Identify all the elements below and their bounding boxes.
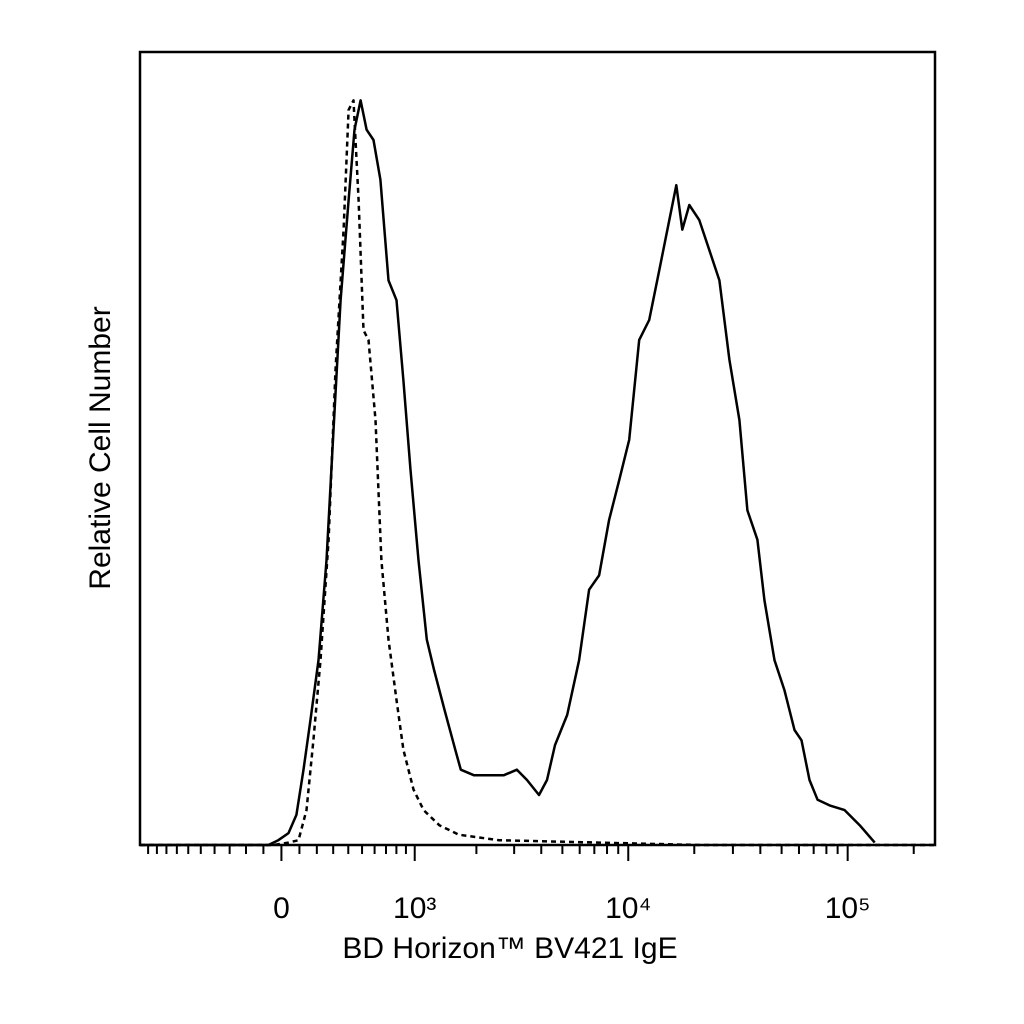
x-axis-label: BD Horizon™ BV421 IgE bbox=[342, 932, 677, 965]
x-tick-label: 10⁵ bbox=[825, 892, 871, 925]
histogram-line bbox=[140, 99, 876, 847]
plot-frame bbox=[138, 50, 937, 847]
x-tick-label: 10³ bbox=[393, 892, 436, 925]
x-tick-label: 0 bbox=[273, 892, 290, 925]
histogram-line bbox=[140, 99, 935, 847]
x-tick-label: 10⁴ bbox=[605, 892, 651, 925]
y-axis-label: Relative Cell Number bbox=[84, 306, 117, 589]
